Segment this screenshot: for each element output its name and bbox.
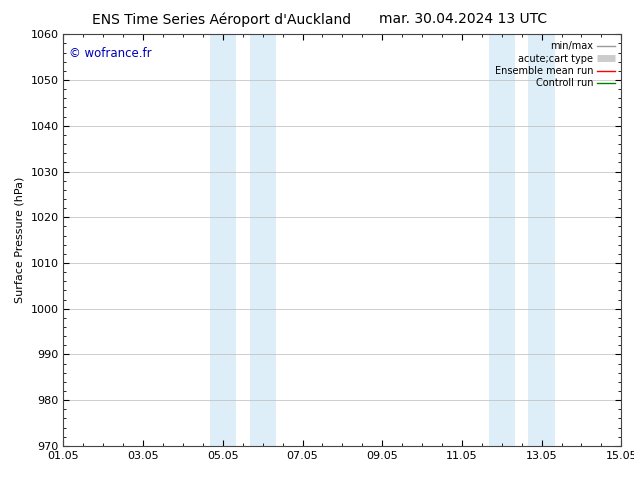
Text: © wofrance.fr: © wofrance.fr xyxy=(69,47,152,60)
Bar xyxy=(489,34,515,446)
Bar xyxy=(250,34,276,446)
Text: ENS Time Series Aéroport d'Auckland: ENS Time Series Aéroport d'Auckland xyxy=(93,12,351,27)
Legend: min/max, acute;cart type, Ensemble mean run, Controll run: min/max, acute;cart type, Ensemble mean … xyxy=(493,39,616,90)
Text: mar. 30.04.2024 13 UTC: mar. 30.04.2024 13 UTC xyxy=(378,12,547,26)
Bar xyxy=(529,34,555,446)
Bar xyxy=(210,34,236,446)
Y-axis label: Surface Pressure (hPa): Surface Pressure (hPa) xyxy=(15,177,25,303)
